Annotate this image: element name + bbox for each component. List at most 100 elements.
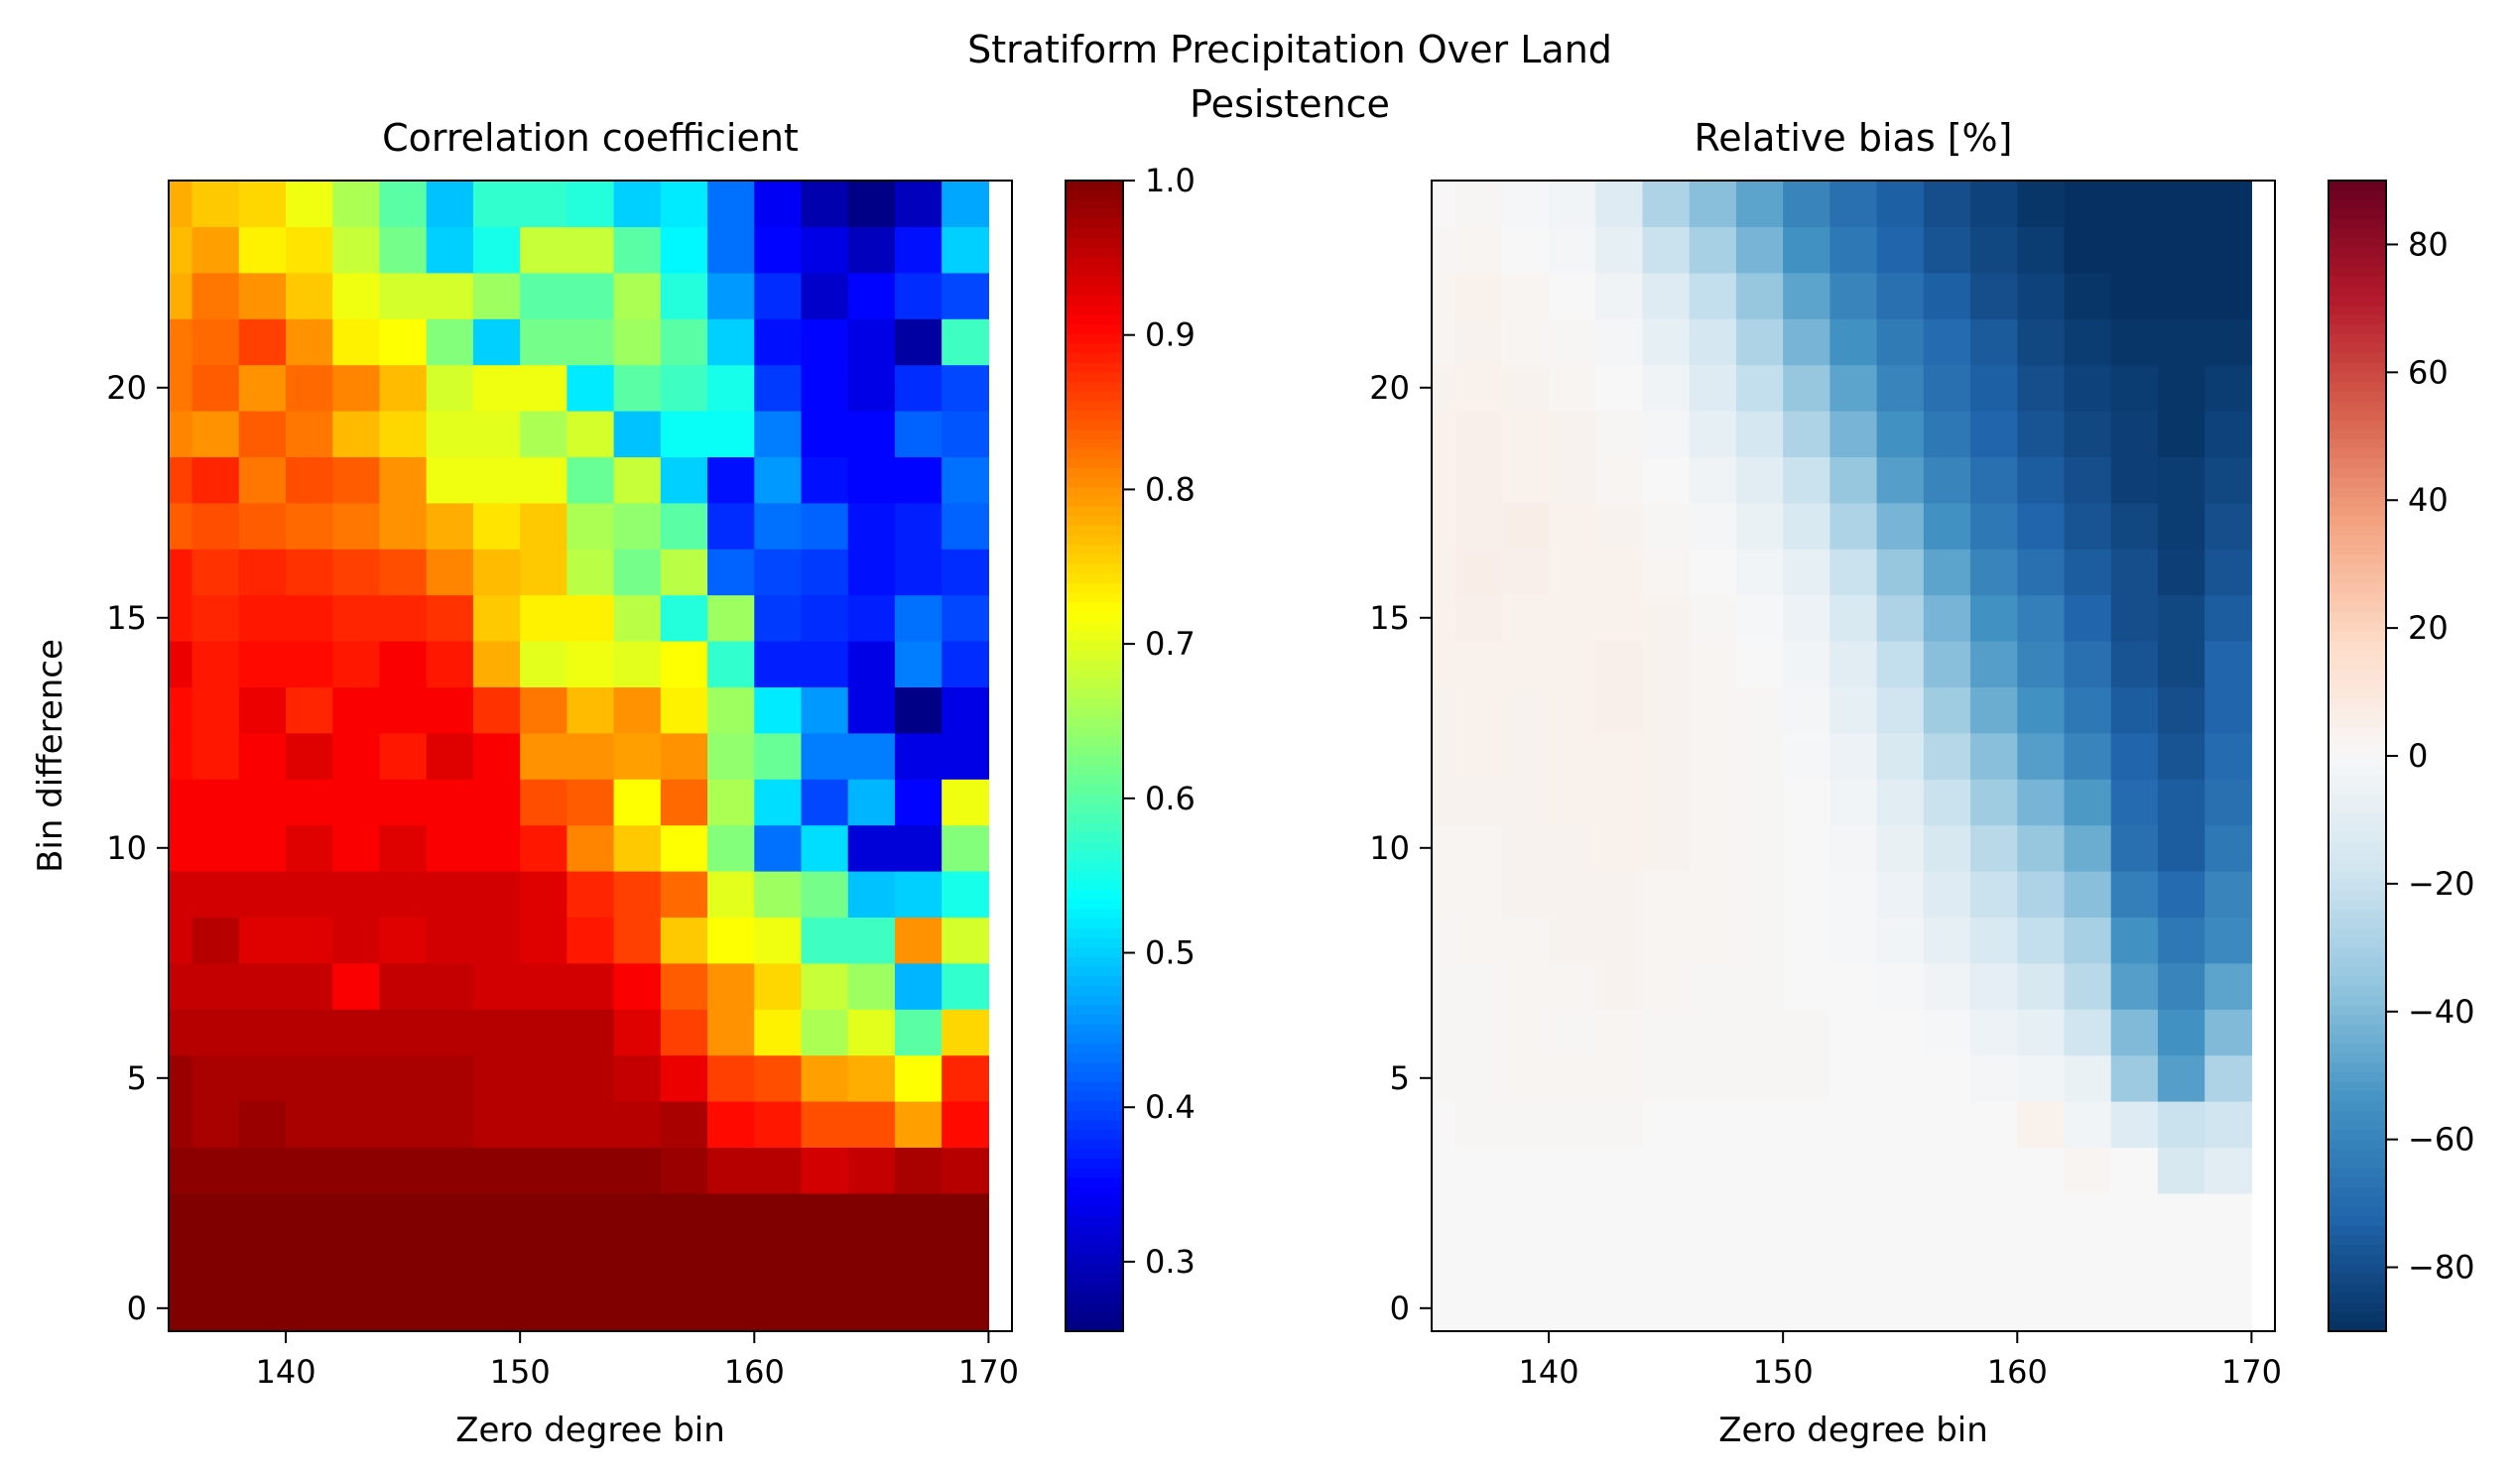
heatmap-cell (1689, 641, 1737, 687)
colorbar-swatch (2329, 1302, 2386, 1313)
heatmap-cell (191, 364, 240, 412)
heatmap-cell (1876, 226, 1925, 274)
heatmap-cell (191, 549, 240, 596)
heatmap-cell (1829, 549, 1878, 596)
heatmap-cell (1829, 917, 1878, 964)
heatmap-cell (1432, 917, 1456, 964)
colorbar-swatch (2329, 775, 2386, 786)
colorbar-swatch (1066, 717, 1123, 728)
colorbar-swatch (2329, 909, 2386, 920)
heatmap-cell (520, 502, 567, 550)
heatmap-cell (942, 411, 989, 457)
heatmap-cell (238, 871, 287, 918)
heatmap-cell (754, 1192, 803, 1240)
heatmap-cell (2205, 318, 2252, 366)
heatmap-cell (2064, 1054, 2112, 1102)
heatmap-cell (1432, 962, 1456, 1010)
heatmap-cell (1454, 641, 1503, 687)
colorbar-swatch (1066, 238, 1123, 249)
heatmap-cell (379, 1009, 428, 1056)
heatmap-cell (426, 1285, 474, 1332)
heatmap-cell (1642, 549, 1691, 596)
heatmap-cell (1689, 871, 1737, 918)
heatmap-cell (238, 456, 287, 504)
heatmap-cell (1829, 502, 1878, 550)
heatmap-cell (1689, 962, 1737, 1010)
heatmap-cell (942, 549, 989, 596)
heatmap-cell (2157, 226, 2205, 274)
colorbar-swatch (1066, 401, 1123, 412)
heatmap-cell (613, 686, 662, 734)
heatmap-cell (894, 1009, 943, 1056)
heatmap-cell (754, 272, 803, 319)
heatmap-cell (2205, 1285, 2252, 1332)
heatmap-cell (1501, 686, 1550, 734)
heatmap-cell (1829, 1054, 1878, 1102)
heatmap-cell (1735, 641, 1784, 687)
heatmap-cell (379, 1285, 428, 1332)
colorbar-swatch (1066, 257, 1123, 268)
heatmap-cell (2205, 1147, 2252, 1194)
heatmap-cell (1595, 318, 1644, 366)
heatmap-cell (379, 318, 428, 366)
heatmap-cell (1970, 411, 2018, 457)
colorbar-swatch (2329, 333, 2386, 344)
colorbar-swatch (2329, 871, 2386, 882)
heatmap-cell (1923, 181, 1971, 227)
heatmap-cell (894, 456, 943, 504)
heatmap-cell (426, 456, 474, 504)
colorbar-swatch (1066, 468, 1123, 479)
colorbar-swatch (1066, 1081, 1123, 1092)
colorbar-swatch (1066, 1225, 1123, 1236)
heatmap-cell (286, 411, 333, 457)
heatmap-cell (754, 1009, 803, 1056)
colorbar-swatch (2329, 189, 2386, 200)
heatmap-cell (1735, 272, 1784, 319)
heatmap-cell (1735, 411, 1784, 457)
heatmap-cell (613, 871, 662, 918)
heatmap-cell (1783, 824, 1830, 872)
heatmap-cell (2110, 871, 2159, 918)
heatmap-cell (1735, 1285, 1784, 1332)
heatmap-cell (942, 686, 989, 734)
colorbar-swatch (2329, 736, 2386, 747)
heatmap-cell (520, 686, 567, 734)
heatmap-cell (191, 824, 240, 872)
heatmap-cell (472, 641, 521, 687)
heatmap-cell (942, 1101, 989, 1148)
heatmap-cell (1454, 549, 1503, 596)
heatmap-cell (472, 1285, 521, 1332)
colorbar-swatch (2329, 382, 2386, 393)
heatmap-cell (191, 641, 240, 687)
heatmap-cell (238, 181, 287, 227)
colorbar-swatch (1066, 660, 1123, 671)
y-tick-label: 15 (106, 599, 147, 637)
heatmap-cell (1923, 962, 1971, 1010)
heatmap-cell (801, 364, 849, 412)
heatmap-cell (801, 917, 849, 964)
heatmap-cell (1735, 917, 1784, 964)
heatmap-cell (1689, 594, 1737, 642)
heatmap-cell (1501, 549, 1550, 596)
heatmap-cell (801, 272, 849, 319)
colorbar-swatch (2329, 947, 2386, 958)
heatmap-cell (1549, 318, 1596, 366)
heatmap-cell (567, 181, 615, 227)
colorbar-swatch (1066, 420, 1123, 431)
heatmap-cell (472, 272, 521, 319)
heatmap-cell (2110, 226, 2159, 274)
heatmap-cell (754, 594, 803, 642)
heatmap-cell (1454, 1285, 1503, 1332)
colorbar-swatch (1066, 1235, 1123, 1246)
heatmap-cell (894, 962, 943, 1010)
heatmap-cell (1876, 594, 1925, 642)
heatmap-cell (1735, 1147, 1784, 1194)
heatmap-cell (472, 181, 521, 227)
colorbar-swatch (2329, 583, 2386, 594)
heatmap-cell (847, 456, 896, 504)
heatmap-cell (191, 871, 240, 918)
heatmap-cell (942, 917, 989, 964)
heatmap-cell (1783, 1285, 1830, 1332)
heatmap-cell (1923, 686, 1971, 734)
heatmap-cell (1549, 411, 1596, 457)
